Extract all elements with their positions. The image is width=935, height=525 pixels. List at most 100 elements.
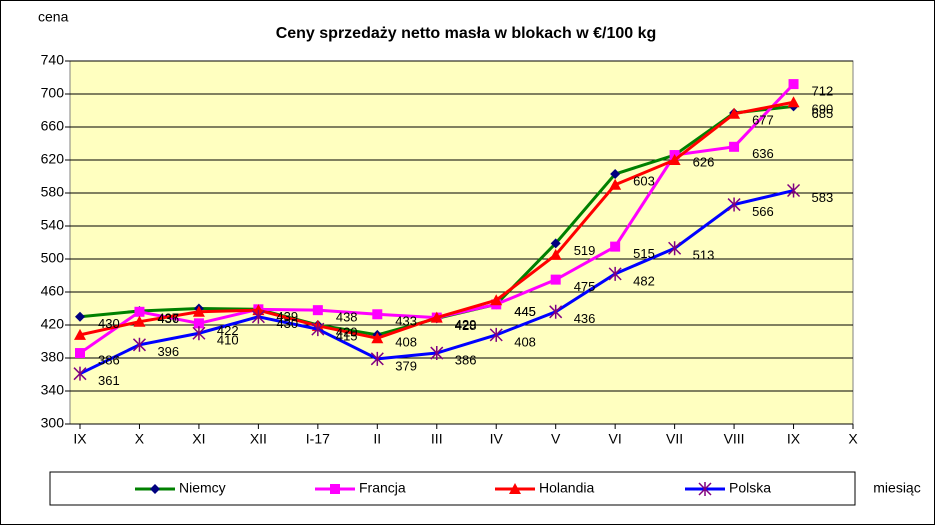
marker [668, 241, 682, 256]
y-tick-label: 380 [41, 349, 65, 365]
value-label: 420 [336, 324, 358, 339]
marker [193, 318, 204, 329]
x-tick-label: XI [192, 431, 205, 447]
value-label: 429 [455, 317, 477, 332]
x-tick-label: XII [250, 431, 267, 447]
marker [549, 248, 562, 260]
value-label: 361 [98, 373, 120, 388]
marker [150, 484, 160, 494]
marker [610, 169, 621, 180]
marker [509, 483, 521, 494]
marker [729, 141, 740, 152]
marker [787, 183, 801, 198]
value-label: 436 [574, 311, 596, 326]
marker [74, 328, 86, 340]
marker [787, 96, 800, 108]
marker [330, 484, 340, 494]
value-label: 445 [514, 304, 536, 319]
marker [788, 79, 799, 90]
x-tick-label: VIII [724, 431, 745, 447]
marker [430, 346, 444, 361]
value-label: 422 [217, 323, 239, 338]
marker [490, 294, 503, 306]
value-label: 690 [812, 102, 834, 117]
y-tick-label: 460 [41, 283, 65, 299]
value-label: 433 [395, 314, 417, 329]
marker [252, 304, 265, 316]
legend-label: Holandia [539, 480, 594, 496]
value-label: 636 [752, 146, 774, 161]
x-tick-label: I-17 [306, 431, 330, 447]
value-label: 519 [574, 243, 596, 258]
marker [370, 351, 384, 366]
x-tick-label: IX [73, 431, 87, 447]
value-label: 677 [752, 112, 774, 127]
value-label: 428 [455, 318, 477, 333]
value-label: 583 [812, 190, 834, 205]
marker [192, 326, 206, 341]
y-tick-label: 740 [41, 52, 65, 68]
value-label: 712 [812, 84, 834, 99]
value-label: 415 [336, 329, 358, 344]
value-label: 515 [633, 246, 655, 261]
marker [728, 107, 741, 119]
legend-label: Polska [729, 480, 771, 496]
marker [75, 311, 85, 322]
value-label: 410 [217, 333, 239, 348]
y-tick-label: 580 [41, 184, 65, 200]
value-label: 685 [812, 106, 834, 121]
marker [727, 197, 741, 212]
y-tick-label: 700 [41, 85, 65, 101]
legend-label: Francja [359, 480, 406, 496]
x-tick-label: V [551, 431, 561, 447]
marker [251, 309, 265, 324]
value-label: 408 [395, 334, 417, 349]
marker [698, 482, 712, 496]
value-label: 386 [98, 352, 120, 367]
y-tick-label: 420 [41, 316, 65, 332]
marker [372, 309, 383, 320]
value-label: 437 [157, 310, 179, 325]
marker [75, 348, 85, 359]
value-label: 475 [574, 279, 596, 294]
value-label: 482 [633, 273, 655, 288]
marker [610, 241, 621, 252]
y-tick-label: 300 [41, 415, 65, 431]
marker [550, 238, 561, 249]
value-label: 436 [157, 311, 179, 326]
marker [311, 322, 325, 337]
marker [489, 327, 503, 342]
y-tick-label: 340 [41, 382, 65, 398]
x-tick-label: VI [609, 431, 622, 447]
y-tick-label: 660 [41, 118, 65, 134]
value-label: 626 [693, 154, 715, 169]
value-label: 386 [455, 352, 477, 367]
value-label: 439 [276, 309, 298, 324]
marker [134, 306, 145, 317]
marker [430, 311, 443, 323]
value-label: 430 [276, 316, 298, 331]
y-axis-label: cena [38, 9, 69, 25]
value-label: 438 [336, 310, 358, 325]
y-tick-label: 540 [41, 217, 65, 233]
marker [73, 366, 87, 381]
value-label: 445 [514, 304, 536, 319]
value-label: 379 [395, 358, 417, 373]
value-label: 513 [693, 248, 715, 263]
marker [192, 305, 205, 317]
legend-label: Niemcy [179, 480, 226, 496]
chart-title: Ceny sprzedaży netto masła w blokach w €… [276, 25, 657, 42]
y-tick-label: 620 [41, 151, 65, 167]
value-label: 566 [752, 204, 774, 219]
marker [371, 332, 384, 344]
marker [312, 305, 323, 316]
marker [549, 304, 563, 319]
x-tick-label: II [373, 431, 381, 447]
value-label: 430 [98, 316, 120, 331]
marker [668, 154, 681, 165]
x-tick-label: IV [490, 431, 504, 447]
x-tick-label: X [135, 431, 145, 447]
x-tick-label: IX [787, 431, 801, 447]
x-tick-label: X [848, 431, 858, 447]
